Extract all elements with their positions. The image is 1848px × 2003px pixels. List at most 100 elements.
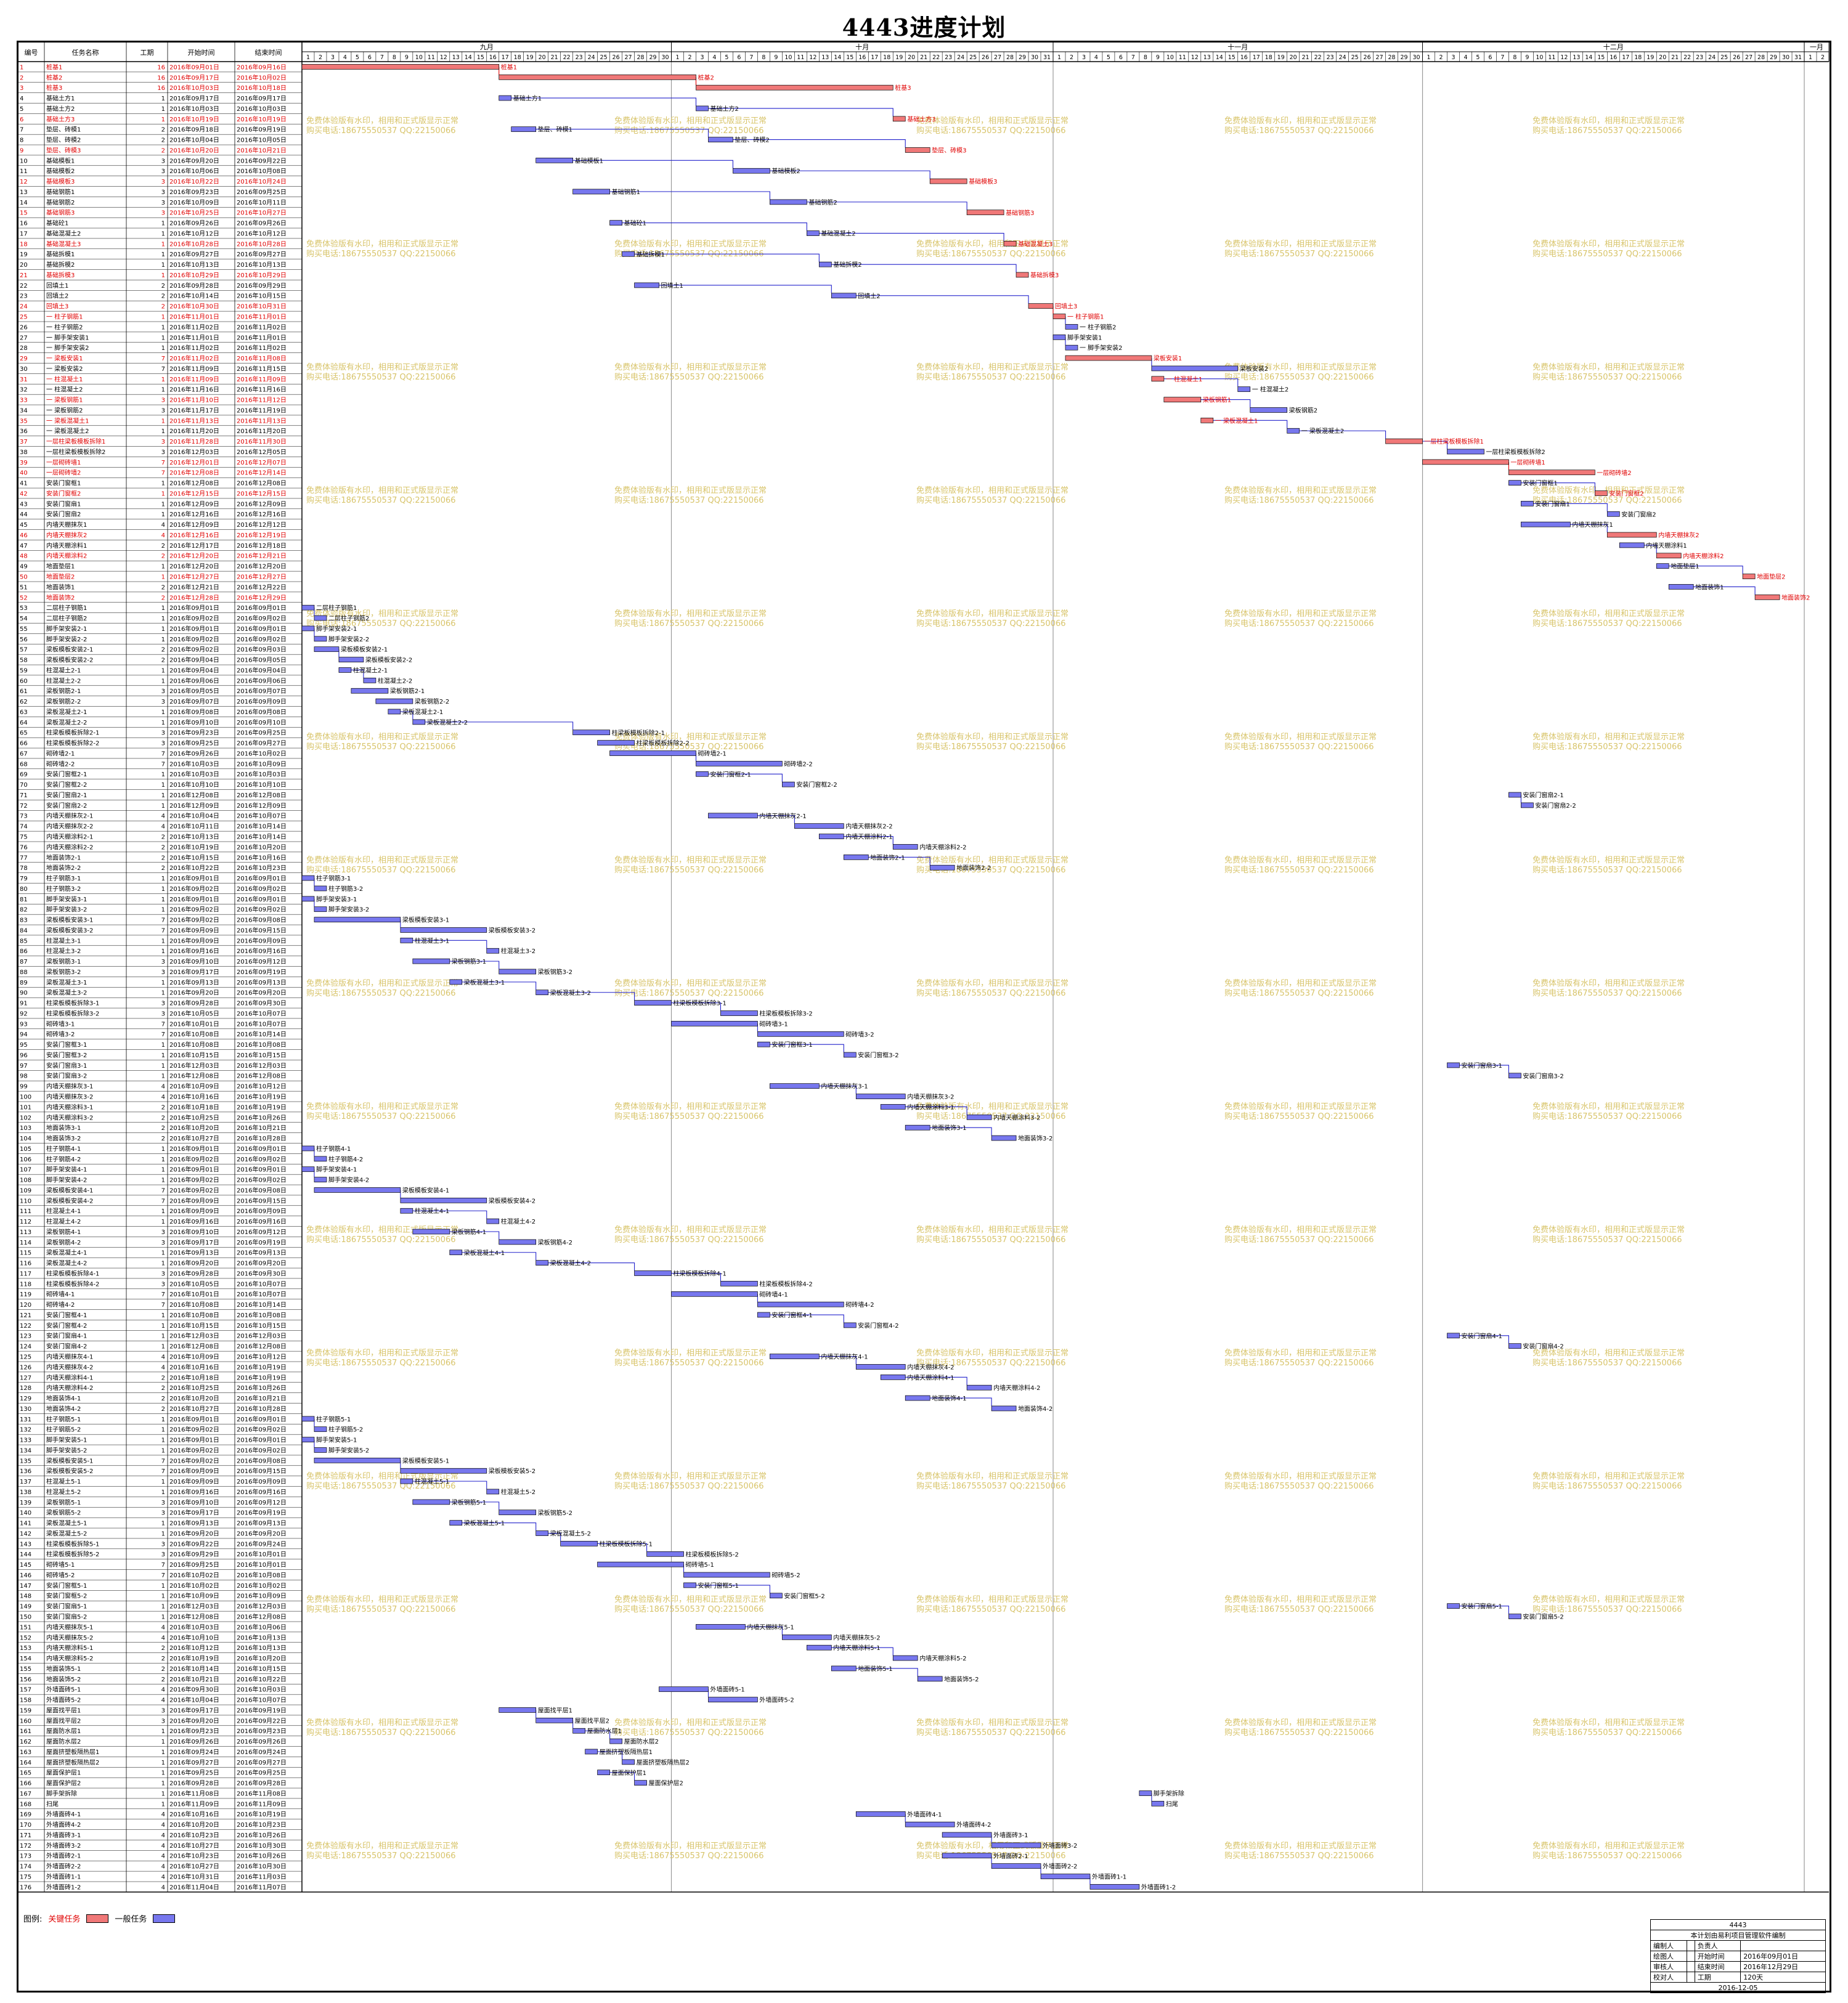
task-duration: 7 [161,1198,165,1205]
watermark-line2: 购买电话:18675550537 QQ:22150066 [1224,1851,1374,1861]
task-end: 2016年10月28日 [237,1134,287,1142]
task-end: 2016年09月02日 [237,635,287,643]
task-bar-label: 地面装饰2 [1781,593,1810,601]
task-bar [1508,469,1595,476]
task-bar [806,230,820,236]
task-bar [708,137,733,142]
task-start: 2016年10月10日 [169,781,219,789]
task-id: 145 [20,1562,31,1569]
legend-label: 图例: [23,1915,43,1924]
dependency-link [1200,399,1251,408]
task-duration: 1 [161,1177,165,1184]
task-start: 2016年09月10日 [169,1228,219,1236]
task-id: 65 [20,730,28,737]
day-label: 20 [908,54,915,61]
task-end: 2016年09月22日 [237,1717,287,1725]
task-end: 2016年11月08日 [237,1789,287,1797]
task-name: 脚手架安装2-1 [46,625,87,633]
task-name: 砌砖墙2-2 [46,760,75,768]
watermark-line2: 购买电话:18675550537 QQ:22150066 [1224,1111,1374,1121]
task-duration: 1 [161,667,165,674]
task-duration: 3 [161,439,165,445]
task-bar [806,1644,832,1651]
task-end: 2016年10月22日 [237,1675,287,1683]
day-label: 22 [563,54,571,61]
task-name: 安装门窗扇4-2 [46,1343,87,1351]
task-end: 2016年10月07日 [237,1009,287,1017]
task-duration: 7 [161,750,165,757]
task-bar [855,1811,906,1817]
task-duration: 3 [161,1510,165,1517]
watermark-line1: 免费体验版有水印，相用和正式版显示正常 [916,486,1069,495]
task-end: 2016年09月20日 [237,1529,287,1537]
task-bar-label: 屋面保护层2 [649,1779,683,1787]
task-duration: 3 [161,730,165,737]
day-label: 9 [1156,54,1160,61]
day-label: 3 [700,54,704,61]
task-bar [1668,584,1694,590]
watermark-line1: 免费体验版有水印，相用和正式版显示正常 [614,486,767,495]
task-start: 2016年11月10日 [169,396,219,404]
task-bar-label: 一层砌砖墙2 [1597,469,1631,477]
task-end: 2016年12月20日 [237,563,287,571]
watermark-line1: 免费体验版有水印，相用和正式版显示正常 [1533,239,1685,249]
task-id: 148 [20,1593,31,1600]
task-end: 2016年09月13日 [237,1519,287,1527]
task-id: 131 [20,1416,31,1423]
watermark-line1: 免费体验版有水印，相用和正式版显示正常 [614,1471,767,1481]
task-bar [301,875,315,881]
task-id: 20 [20,262,28,269]
task-id: 87 [20,959,28,965]
task-id: 162 [20,1739,31,1745]
task-bar-label: 柱混凝土5-1 [415,1477,449,1485]
day-label: 18 [514,54,521,61]
watermark-line2: 购买电话:18675550537 QQ:22150066 [306,1851,456,1861]
task-end: 2016年09月30日 [237,999,287,1007]
task-name: 柱混凝土4-1 [46,1207,81,1215]
task-name: 内墙天棚涂料2-1 [46,833,93,841]
task-duration: 1 [161,251,165,258]
task-bar [1040,1874,1091,1879]
task-duration: 3 [161,1551,165,1558]
task-duration: 1 [161,387,165,394]
task-bar-label: 屋面挤塑板隔热层2 [637,1758,690,1766]
task-duration: 1 [161,1790,165,1797]
task-bar-label: 回填土3 [1055,303,1077,311]
info-cell [1687,1940,1695,1951]
task-end: 2016年09月19日 [237,1509,287,1517]
task-bar-label: 梁板钢筋4-2 [538,1238,572,1246]
task-start: 2016年09月05日 [169,687,219,695]
task-bar-label: 内墙天棚抹灰2-1 [759,812,806,820]
task-end: 2016年10月21日 [237,1124,287,1132]
dependency-link [425,721,574,730]
task-bar [942,1832,992,1838]
task-duration: 1 [161,1530,165,1537]
task-end: 2016年10月03日 [237,770,287,778]
task-bar [535,158,573,163]
task-duration: 4 [161,1853,165,1860]
task-start: 2016年10月20日 [169,1821,219,1829]
watermark-line1: 免费体验版有水印，相用和正式版显示正常 [1533,486,1685,495]
task-duration: 16 [157,75,165,81]
task-name: 安装门窗框4-2 [46,1322,87,1330]
task-id: 107 [20,1167,31,1174]
task-start: 2016年12月08日 [169,791,219,799]
dependency-link [585,1730,611,1739]
watermark-line2: 购买电话:18675550537 QQ:22150066 [916,372,1066,382]
task-name: 脚手架拆除 [46,1789,77,1797]
task-start: 2016年09月17日 [169,1238,219,1246]
watermark-line1: 免费体验版有水印，相用和正式版显示正常 [614,1102,767,1111]
task-bar-label: 砌砖墙4-1 [759,1290,788,1298]
task-bar [499,74,696,80]
legend-critical-swatch [86,1914,109,1923]
task-id: 82 [20,907,28,914]
day-label: 12 [440,54,447,61]
day-label: 17 [871,54,878,61]
task-name: 砌砖墙4-2 [46,1301,75,1309]
task-start: 2016年11月04日 [169,1883,219,1891]
task-end: 2016年12月08日 [237,791,287,799]
task-name: 砌砖墙4-1 [46,1290,75,1298]
task-bar-label: 基础土方2 [710,105,738,113]
task-bar-label: 梁板钢筋1 [1203,396,1231,404]
task-duration: 2 [161,865,165,872]
